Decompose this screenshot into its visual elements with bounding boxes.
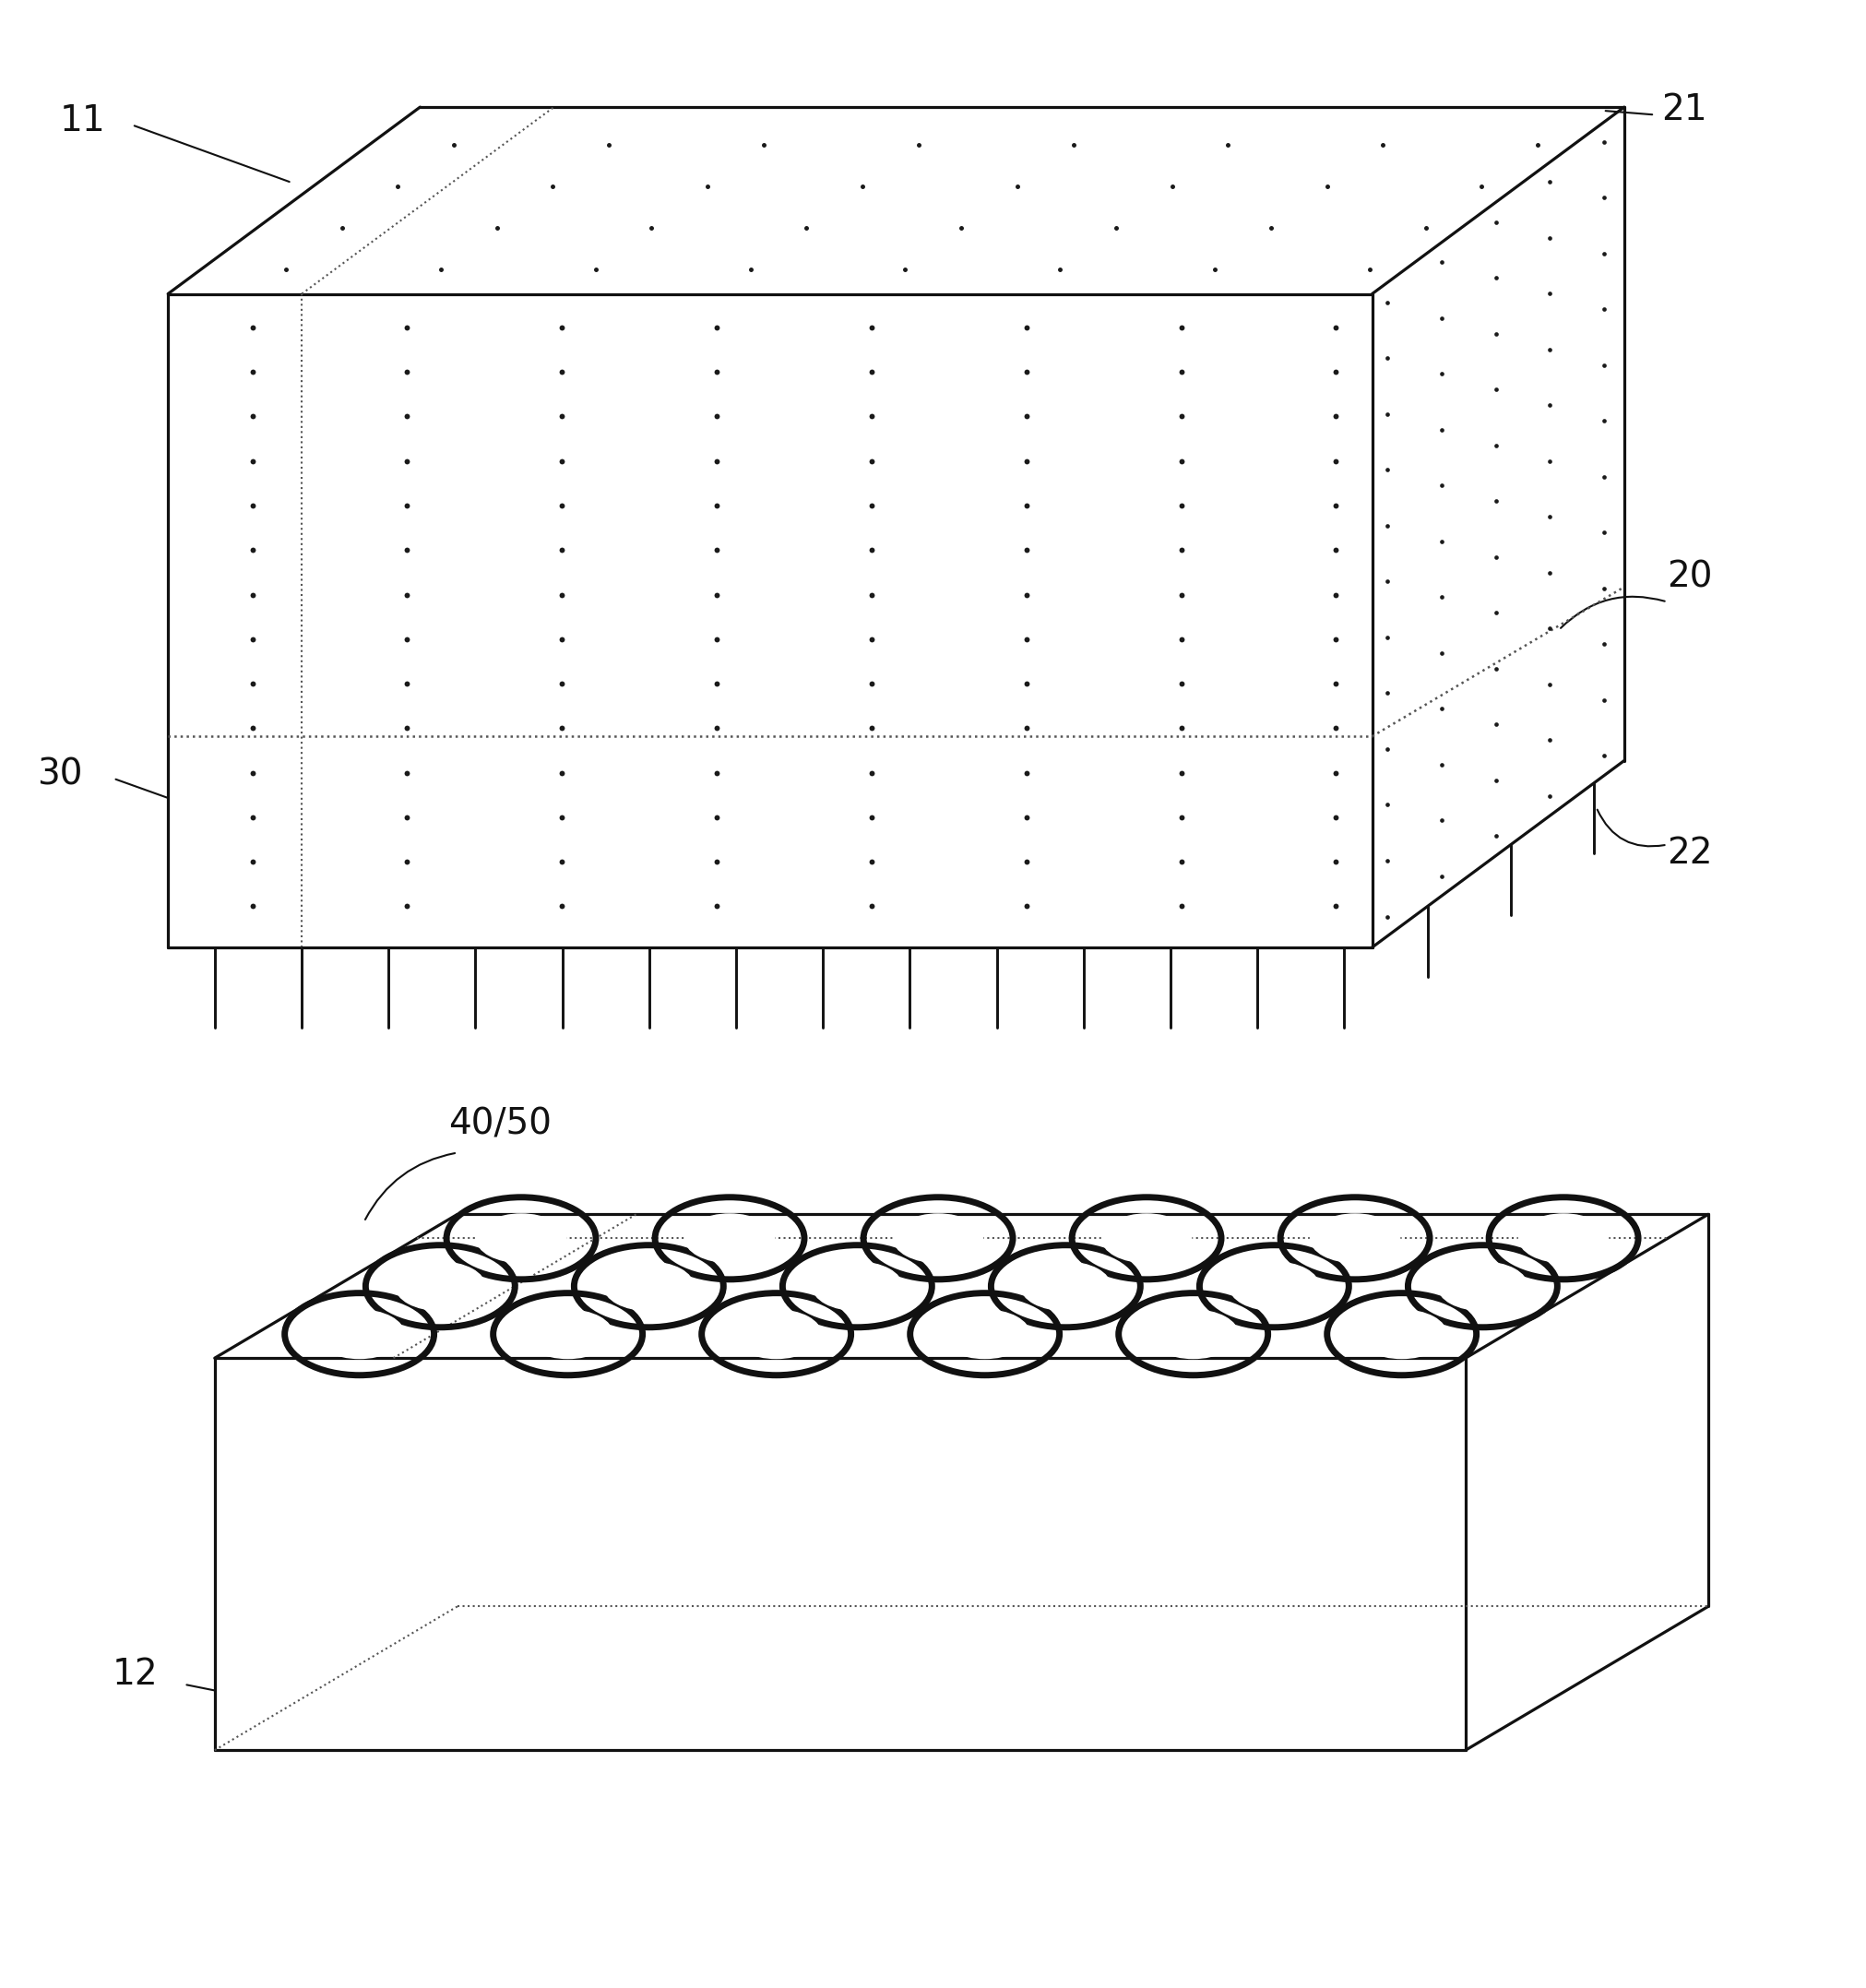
Ellipse shape xyxy=(522,1310,612,1358)
Ellipse shape xyxy=(1230,1262,1317,1310)
Ellipse shape xyxy=(1021,1262,1110,1310)
Ellipse shape xyxy=(812,1262,901,1310)
Ellipse shape xyxy=(1101,1215,1191,1262)
FancyArrowPatch shape xyxy=(1597,809,1664,847)
Text: 22: 22 xyxy=(1666,835,1711,871)
Ellipse shape xyxy=(1148,1310,1237,1358)
Text: 12: 12 xyxy=(112,1658,159,1692)
Text: 11: 11 xyxy=(60,103,106,139)
Ellipse shape xyxy=(1357,1310,1446,1358)
Text: 40/50: 40/50 xyxy=(448,1107,550,1141)
Text: 20: 20 xyxy=(1666,559,1711,594)
Ellipse shape xyxy=(313,1310,403,1358)
Ellipse shape xyxy=(685,1215,774,1262)
Ellipse shape xyxy=(396,1262,485,1310)
Ellipse shape xyxy=(1310,1215,1400,1262)
Ellipse shape xyxy=(731,1310,821,1358)
Ellipse shape xyxy=(605,1262,694,1310)
Ellipse shape xyxy=(1517,1215,1607,1262)
Ellipse shape xyxy=(476,1215,565,1262)
FancyArrowPatch shape xyxy=(1560,596,1664,628)
FancyArrowPatch shape xyxy=(366,1153,455,1219)
Ellipse shape xyxy=(1437,1262,1526,1310)
Text: 30: 30 xyxy=(37,757,82,793)
Ellipse shape xyxy=(892,1215,982,1262)
Text: 21: 21 xyxy=(1661,93,1707,127)
Ellipse shape xyxy=(939,1310,1030,1358)
